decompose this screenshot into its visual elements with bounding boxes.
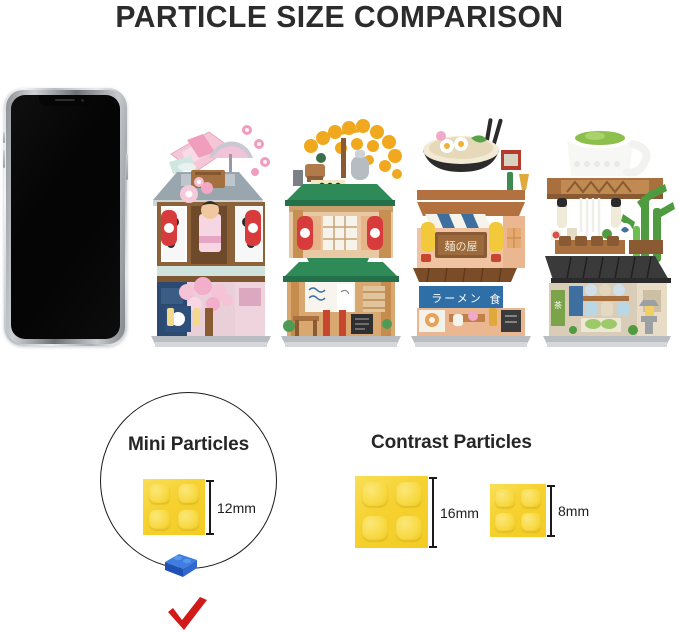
phone-screen [11, 95, 120, 339]
brick-stud [396, 516, 422, 541]
dimension-label-16mm: 16mm [440, 505, 479, 521]
contrast-particle-brick-8mm [490, 484, 546, 537]
dimension-bar-12mm [206, 480, 214, 535]
contrast-particles-heading: Contrast Particles [371, 432, 532, 453]
brick-stud [362, 482, 388, 507]
model-matcha-tea-house: 茶 [537, 110, 675, 348]
brick-stud [362, 516, 388, 541]
brick-stud [521, 513, 541, 532]
model-ramen-shop: 麺の屋 ラーメン 食 [407, 110, 535, 348]
brick-stud [495, 513, 515, 532]
model-onsen-bathhouse [277, 110, 405, 348]
model-sakura-kimono-shop [147, 110, 275, 348]
phone-volume-button [3, 150, 5, 168]
dimension-label-12mm: 12mm [217, 500, 256, 516]
brick-stud [149, 510, 170, 530]
brick-stud [178, 510, 199, 530]
mini-particle-brick-12mm [143, 479, 205, 535]
phone-mute-switch [3, 132, 5, 143]
contrast-particle-brick-16mm [355, 476, 428, 548]
dimension-label-8mm: 8mm [558, 503, 590, 519]
svg-text:麺の屋: 麺の屋 [445, 240, 478, 253]
svg-text:茶: 茶 [554, 300, 562, 310]
brick-stud [495, 489, 515, 508]
smartphone-mockup [3, 88, 128, 346]
svg-text:食: 食 [490, 292, 501, 306]
phone-bezel [6, 90, 125, 344]
brick-stud [396, 482, 422, 507]
phone-speaker-icon [54, 98, 75, 101]
svg-text:ラーメン: ラーメン [431, 292, 483, 305]
phone-camera-icon [80, 98, 84, 102]
dimension-bar-8mm [547, 485, 555, 537]
mini-particles-heading: Mini Particles [127, 434, 250, 455]
brick-stud [521, 489, 541, 508]
phone-notch [38, 95, 93, 106]
page-title: PARTICLE SIZE COMPARISON [115, 0, 564, 34]
check-mark-icon [166, 596, 210, 632]
brick-stud [149, 484, 170, 504]
phone-frame [3, 88, 128, 346]
dimension-bar-16mm [429, 477, 437, 548]
brick-stud [178, 484, 199, 504]
blue-brick-icon [163, 550, 199, 580]
phone-power-button [126, 154, 128, 180]
